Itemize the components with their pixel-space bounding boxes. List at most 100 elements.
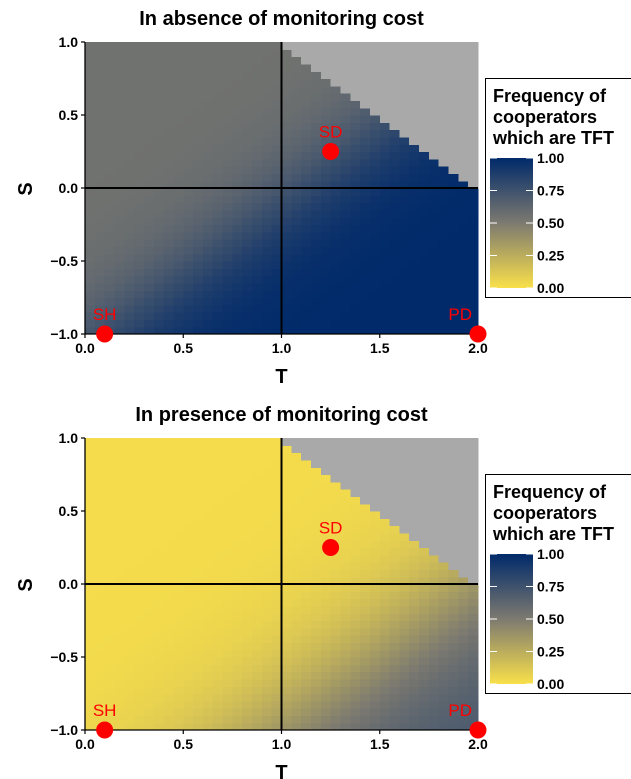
heatmap-cell bbox=[389, 525, 400, 534]
heatmap-cell bbox=[212, 445, 224, 454]
heatmap-cell bbox=[202, 63, 214, 72]
heatmap-cell bbox=[85, 312, 96, 320]
heatmap-cell bbox=[419, 649, 430, 658]
legend-title: cooperators bbox=[493, 107, 597, 127]
heatmap-cell bbox=[153, 554, 165, 563]
heatmap-cell bbox=[291, 459, 302, 468]
heatmap-cell bbox=[232, 452, 243, 461]
heatmap-cell bbox=[134, 304, 145, 313]
heatmap-cell bbox=[310, 657, 322, 665]
heatmap-cell bbox=[232, 180, 243, 189]
heatmap-cell bbox=[114, 268, 125, 277]
heatmap-cell bbox=[212, 224, 224, 233]
heatmap-cell bbox=[409, 268, 420, 277]
heatmap-cell bbox=[124, 642, 135, 651]
heatmap-cell bbox=[340, 627, 351, 636]
heatmap-cell bbox=[369, 678, 381, 687]
heatmap-cell bbox=[222, 304, 233, 313]
heatmap-cell bbox=[438, 715, 450, 724]
heatmap-cell bbox=[409, 700, 420, 709]
heatmap-cell bbox=[261, 100, 273, 109]
heatmap-cell bbox=[409, 715, 420, 724]
heatmap-cell bbox=[153, 253, 165, 262]
heatmap-cell bbox=[193, 209, 204, 218]
heatmap-cell bbox=[320, 158, 332, 167]
heatmap-cell bbox=[419, 620, 430, 629]
heatmap-cell bbox=[232, 224, 243, 233]
heatmap-cell bbox=[242, 144, 253, 153]
heatmap-cell bbox=[114, 532, 125, 541]
heatmap-cell bbox=[419, 144, 430, 153]
point-label-pd: PD bbox=[448, 305, 472, 324]
heatmap-cell bbox=[104, 715, 116, 724]
heatmap-cell bbox=[114, 605, 125, 614]
heatmap-cell bbox=[183, 671, 194, 680]
heatmap-cell bbox=[320, 503, 332, 512]
heatmap-cell bbox=[320, 708, 332, 716]
heatmap-cell bbox=[399, 268, 410, 277]
heatmap-cell bbox=[340, 312, 351, 320]
heatmap-cell bbox=[202, 107, 214, 116]
heatmap-cell bbox=[310, 584, 322, 592]
heatmap-cell bbox=[163, 107, 175, 116]
heatmap-cell bbox=[124, 261, 135, 269]
heatmap-cell bbox=[202, 532, 214, 541]
heatmap-cell bbox=[261, 708, 273, 716]
heatmap-cell bbox=[252, 195, 263, 204]
heatmap-cell bbox=[252, 304, 263, 313]
heatmap-cell bbox=[143, 71, 155, 80]
heatmap-cell bbox=[124, 445, 135, 454]
heatmap-cell bbox=[458, 576, 469, 585]
heatmap-cell bbox=[153, 686, 165, 695]
heatmap-cell bbox=[232, 584, 243, 592]
heatmap-cell bbox=[428, 700, 440, 709]
heatmap-cell bbox=[350, 620, 361, 629]
heatmap-cell bbox=[271, 107, 283, 116]
heatmap-cell bbox=[104, 503, 116, 512]
heatmap-cell bbox=[271, 63, 283, 72]
heatmap-cell bbox=[124, 231, 135, 240]
heatmap-cell bbox=[242, 100, 253, 109]
heatmap-cell bbox=[173, 700, 184, 709]
heatmap-cell bbox=[104, 71, 116, 80]
heatmap-cell bbox=[212, 554, 224, 563]
heatmap-cell bbox=[301, 71, 312, 80]
heatmap-cell bbox=[94, 93, 106, 101]
heatmap-cell bbox=[271, 576, 283, 585]
heatmap-cell bbox=[330, 532, 342, 541]
heatmap-cell bbox=[222, 708, 233, 716]
heatmap-cell bbox=[202, 438, 214, 446]
heatmap-cell bbox=[183, 438, 194, 446]
heatmap-cell bbox=[301, 569, 312, 578]
heatmap-cell bbox=[232, 122, 243, 131]
heatmap-cell bbox=[409, 613, 420, 622]
heatmap-cell bbox=[183, 496, 194, 505]
heatmap-cell bbox=[153, 467, 165, 476]
heatmap-cell bbox=[212, 576, 224, 585]
heatmap-cell bbox=[320, 722, 332, 731]
heatmap-cell bbox=[252, 686, 263, 695]
heatmap-cell bbox=[350, 511, 361, 519]
heatmap-cell bbox=[212, 49, 224, 58]
heatmap-cell bbox=[232, 129, 243, 138]
heatmap-cell bbox=[291, 562, 302, 570]
heatmap-cell bbox=[271, 173, 283, 182]
heatmap-cell bbox=[104, 304, 116, 313]
heatmap-cell bbox=[143, 275, 155, 284]
heatmap-cell bbox=[202, 275, 214, 284]
heatmap-cell bbox=[242, 715, 253, 724]
heatmap-cell bbox=[389, 554, 400, 563]
heatmap-cell bbox=[360, 511, 371, 519]
heatmap-cell bbox=[271, 261, 283, 269]
heatmap-cell bbox=[271, 209, 283, 218]
heatmap-cell bbox=[173, 173, 184, 182]
heatmap-cell bbox=[104, 312, 116, 320]
heatmap-cell bbox=[252, 708, 263, 716]
heatmap-cell bbox=[468, 304, 479, 313]
heatmap-cell bbox=[448, 297, 459, 306]
heatmap-cell bbox=[163, 144, 175, 153]
heatmap-cell bbox=[261, 253, 273, 262]
heatmap-cell bbox=[261, 63, 273, 72]
heatmap-cell bbox=[261, 627, 273, 636]
heatmap-cell bbox=[310, 173, 322, 182]
